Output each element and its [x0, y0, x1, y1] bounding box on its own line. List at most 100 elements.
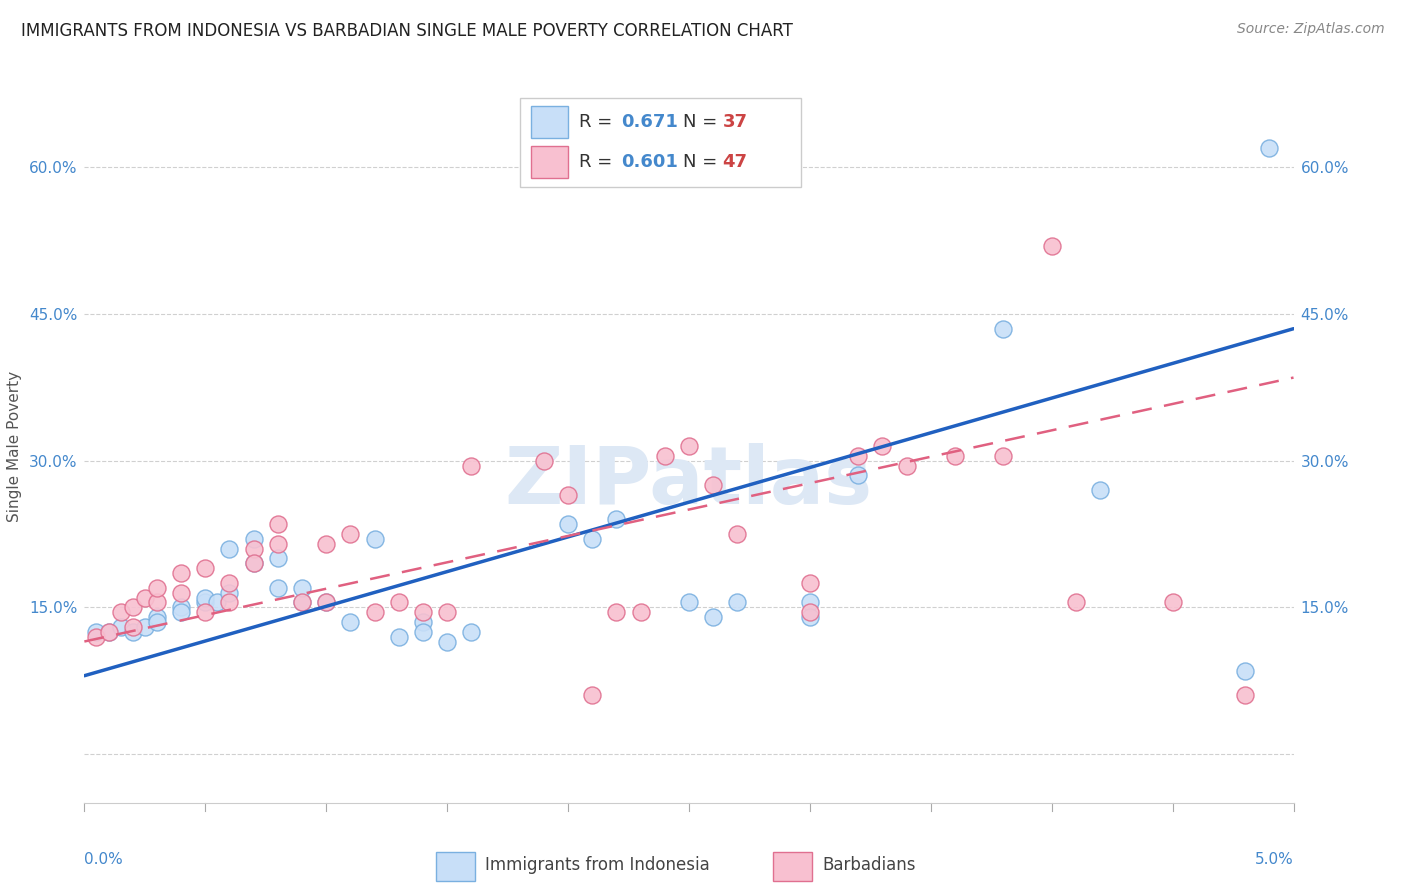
Point [846, 449, 869, 463]
Point [194, 561, 217, 575]
Point [315, 537, 337, 551]
Point [218, 595, 240, 609]
Point [170, 600, 193, 615]
Point [388, 630, 411, 644]
Point [702, 610, 724, 624]
Point [134, 620, 156, 634]
Point [1088, 483, 1111, 497]
Point [1161, 595, 1184, 609]
Point [97, 624, 120, 639]
Point [146, 595, 169, 609]
Point [170, 566, 193, 580]
Point [194, 595, 217, 609]
Text: Source: ZipAtlas.com: Source: ZipAtlas.com [1237, 22, 1385, 37]
Point [146, 581, 169, 595]
Point [218, 585, 240, 599]
Point [412, 624, 434, 639]
Text: ZIPatlas: ZIPatlas [505, 442, 873, 521]
Point [339, 527, 361, 541]
Point [605, 512, 627, 526]
Point [557, 488, 579, 502]
Text: 0.601: 0.601 [621, 153, 678, 171]
Point [896, 458, 918, 473]
Text: Immigrants from Indonesia: Immigrants from Indonesia [485, 856, 710, 874]
FancyBboxPatch shape [520, 98, 801, 187]
FancyBboxPatch shape [531, 106, 568, 138]
Text: 5.0%: 5.0% [1254, 852, 1294, 867]
Text: R =: R = [579, 113, 619, 131]
Point [846, 468, 869, 483]
FancyBboxPatch shape [436, 852, 475, 881]
Point [121, 600, 143, 615]
Point [654, 449, 676, 463]
Point [581, 688, 603, 702]
Point [605, 605, 627, 619]
Point [194, 605, 217, 619]
Point [725, 595, 748, 609]
Point [242, 557, 264, 571]
Text: R =: R = [579, 153, 619, 171]
Point [460, 458, 482, 473]
Point [218, 541, 240, 556]
Point [291, 581, 314, 595]
Point [872, 439, 894, 453]
Point [121, 620, 143, 634]
Point [943, 449, 966, 463]
Point [291, 595, 314, 609]
Point [134, 591, 156, 605]
Point [242, 541, 264, 556]
Point [1258, 141, 1281, 155]
Point [86, 624, 108, 639]
Text: 0.671: 0.671 [621, 113, 678, 131]
Point [1040, 238, 1063, 252]
Point [146, 610, 169, 624]
Point [436, 634, 458, 648]
Point [799, 575, 821, 590]
Point [170, 605, 193, 619]
Point [86, 630, 108, 644]
Point [533, 453, 555, 467]
Point [207, 595, 229, 609]
Point [315, 595, 337, 609]
Point [242, 532, 264, 546]
Point [363, 605, 385, 619]
Text: 47: 47 [723, 153, 748, 171]
Text: N =: N = [683, 153, 723, 171]
Text: IMMIGRANTS FROM INDONESIA VS BARBADIAN SINGLE MALE POVERTY CORRELATION CHART: IMMIGRANTS FROM INDONESIA VS BARBADIAN S… [21, 22, 793, 40]
Point [315, 595, 337, 609]
Point [242, 557, 264, 571]
Point [267, 581, 290, 595]
Point [110, 620, 132, 634]
Point [678, 595, 700, 609]
FancyBboxPatch shape [773, 852, 813, 881]
Point [291, 595, 314, 609]
Point [388, 595, 411, 609]
Point [267, 537, 290, 551]
Point [993, 321, 1015, 335]
Point [1064, 595, 1087, 609]
Point [218, 575, 240, 590]
Point [110, 605, 132, 619]
Point [630, 605, 652, 619]
Point [581, 532, 603, 546]
Text: 0.0%: 0.0% [84, 852, 124, 867]
Point [557, 517, 579, 532]
Point [194, 591, 217, 605]
Point [267, 517, 290, 532]
Point [97, 624, 120, 639]
Text: Barbadians: Barbadians [823, 856, 917, 874]
Point [460, 624, 482, 639]
Text: 37: 37 [723, 113, 748, 131]
Point [678, 439, 700, 453]
Point [412, 605, 434, 619]
Point [1234, 664, 1257, 678]
Point [267, 551, 290, 566]
Point [170, 585, 193, 599]
Point [799, 610, 821, 624]
Point [412, 615, 434, 629]
Point [1234, 688, 1257, 702]
Point [702, 478, 724, 492]
Point [799, 605, 821, 619]
Point [363, 532, 385, 546]
Point [993, 449, 1015, 463]
